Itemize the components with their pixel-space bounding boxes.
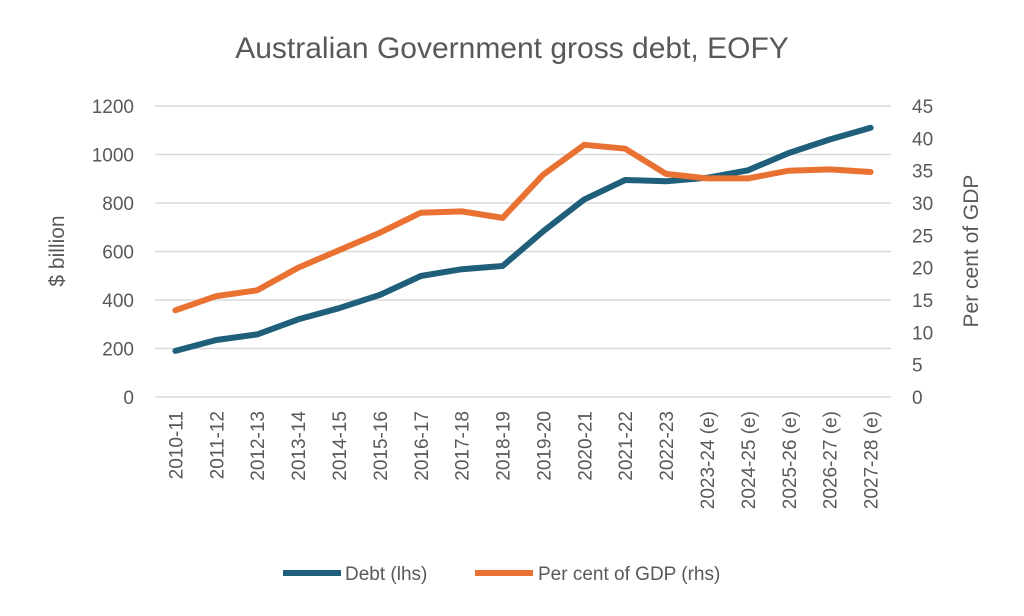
left-axis-title: $ billion [46, 215, 69, 286]
debt-series-line [172, 124, 874, 354]
right-tick-label: 40 [912, 129, 933, 150]
right-tick-label: 0 [912, 388, 923, 409]
right-tick-label: 5 [912, 356, 923, 377]
x-tick-label: 2023-24 (e) [698, 411, 719, 509]
right-axis-title: Per cent of GDP [960, 175, 983, 328]
legend-label-debt: Debt (lhs) [345, 564, 427, 585]
gridlines [155, 105, 891, 398]
x-tick-label: 2021-22 [616, 411, 637, 481]
x-tick-label: 2027-28 (e) [862, 411, 883, 509]
x-tick-label: 2016-17 [412, 411, 433, 481]
right-tick-label: 25 [912, 226, 933, 247]
x-tick-label: 2018-19 [494, 411, 515, 481]
chart-title: Australian Government gross debt, EOFY [235, 32, 789, 65]
left-tick-label: 0 [123, 388, 134, 409]
left-tick-label: 1200 [92, 97, 134, 118]
left-tick-label: 200 [102, 340, 134, 361]
series-lines [172, 124, 874, 354]
x-tick-label: 2019-20 [534, 411, 555, 481]
x-tick-label: 2011-12 [207, 411, 228, 479]
legend: Debt (lhs) Per cent of GDP (rhs) [283, 564, 720, 585]
right-tick-label: 10 [912, 323, 933, 344]
right-axis-ticks: 0 5 10 15 20 25 30 35 40 45 [912, 97, 933, 409]
right-tick-label: 20 [912, 259, 933, 280]
x-tick-label: 2012-13 [248, 411, 269, 481]
left-tick-label: 1000 [92, 146, 134, 167]
x-tick-label: 2010-11 [166, 411, 187, 479]
x-tick-label: 2025-26 (e) [780, 411, 801, 509]
right-tick-label: 45 [912, 97, 933, 118]
x-tick-label: 2020-21 [575, 411, 596, 481]
x-tick-label: 2024-25 (e) [739, 411, 760, 509]
left-tick-label: 400 [102, 291, 134, 312]
gdp-percent-series-line [172, 141, 874, 314]
right-tick-label: 15 [912, 291, 933, 312]
right-tick-label: 30 [912, 194, 933, 215]
x-tick-label: 2017-18 [453, 411, 474, 481]
left-tick-label: 800 [102, 194, 134, 215]
left-axis-ticks: 0 200 400 600 800 1000 1200 [92, 97, 134, 409]
legend-label-gdp: Per cent of GDP (rhs) [538, 564, 720, 585]
x-tick-label: 2015-16 [371, 411, 392, 481]
x-axis-ticks: 2010-11 2011-12 2012-13 2013-14 2014-15 2015-… [166, 411, 882, 510]
x-tick-label: 2014-15 [330, 411, 351, 481]
x-tick-label: 2013-14 [289, 411, 310, 481]
x-tick-label: 2022-23 [657, 411, 678, 481]
x-tick-label: 2026-27 (e) [821, 411, 842, 509]
right-tick-label: 35 [912, 162, 933, 183]
left-tick-label: 600 [102, 243, 134, 264]
